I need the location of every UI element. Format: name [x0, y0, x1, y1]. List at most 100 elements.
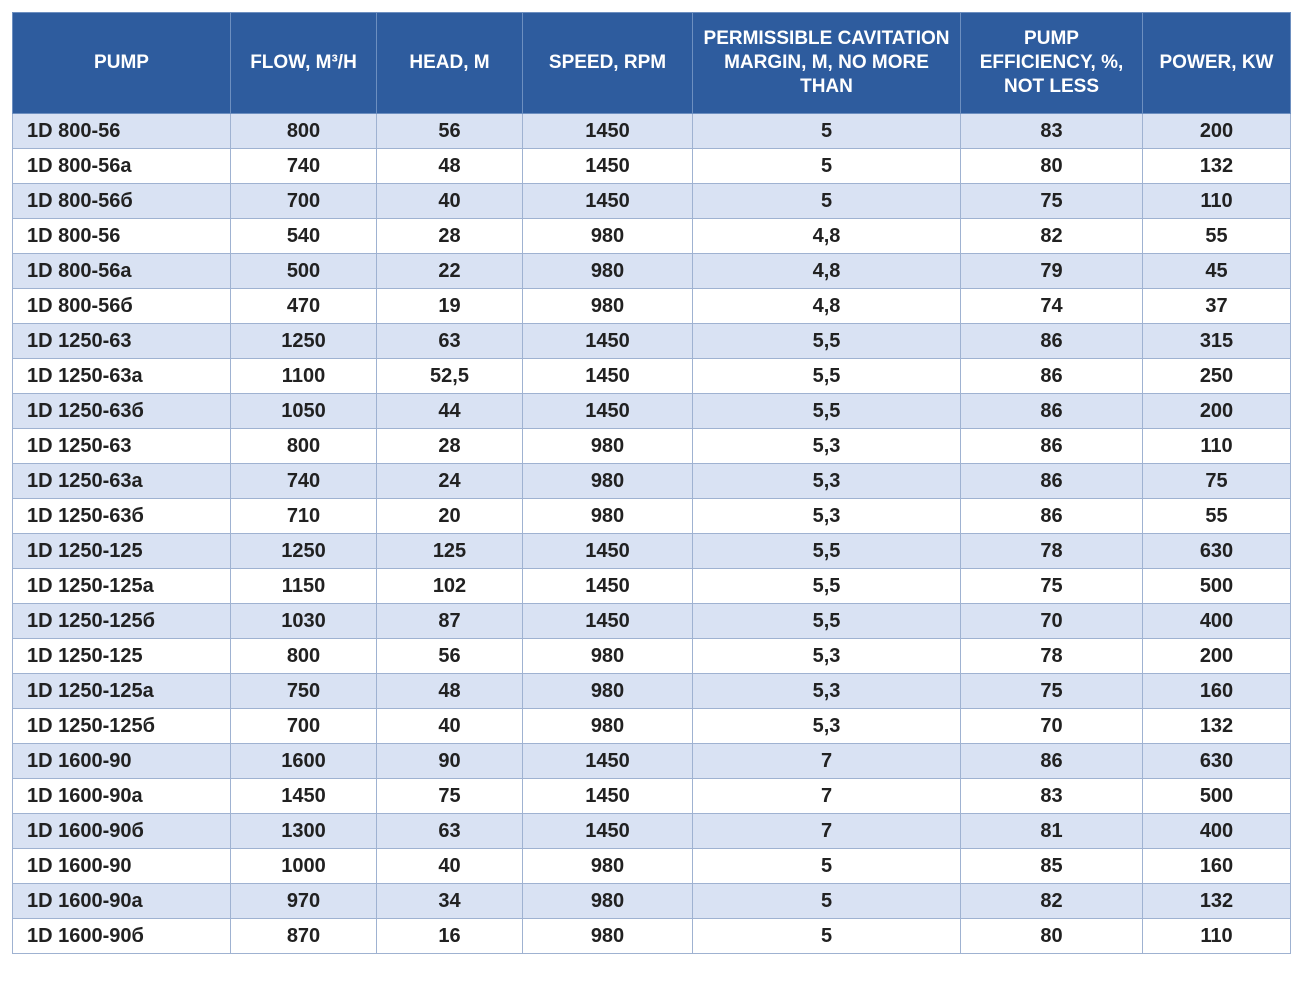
table-cell-head: 56	[376, 113, 523, 149]
table-row: 1D 800-56б 700 40 1450 5 75 110	[12, 183, 1291, 219]
table-cell-efficiency: 85	[960, 848, 1143, 884]
table-cell-flow: 1250	[230, 323, 377, 359]
table-cell-cavitation: 5,5	[692, 603, 961, 639]
header-row: PUMP FLOW, M³/H HEAD, M SPEED, RPM PERMISSIB…	[12, 12, 1291, 114]
pump-name-cell: 1D 800-56	[12, 113, 231, 149]
table-cell-flow: 870	[230, 918, 377, 954]
table-row: 1D 1250-125a 1150 102 1450 5,5 75 500	[12, 568, 1291, 604]
pump-name-cell: 1D 1600-90a	[12, 778, 231, 814]
table-cell-power: 132	[1142, 883, 1291, 919]
table-cell-flow: 540	[230, 218, 377, 254]
table-cell-flow: 750	[230, 673, 377, 709]
pump-name-cell: 1D 1250-63	[12, 323, 231, 359]
table-cell-cavitation: 4,8	[692, 218, 961, 254]
table-cell-power: 45	[1142, 253, 1291, 289]
table-cell-flow: 740	[230, 148, 377, 184]
table-cell-head: 75	[376, 778, 523, 814]
table-row: 1D 1250-125б 1030 87 1450 5,5 70 400	[12, 603, 1291, 639]
table-cell-cavitation: 5,3	[692, 428, 961, 464]
table-cell-power: 315	[1142, 323, 1291, 359]
table-cell-head: 28	[376, 428, 523, 464]
table-row: 1D 1600-90 1000 40 980 5 85 160	[12, 848, 1291, 884]
table-cell-speed: 1450	[522, 813, 693, 849]
pump-name-cell: 1D 1250-63a	[12, 358, 231, 394]
pump-name-cell: 1D 800-56a	[12, 148, 231, 184]
table-cell-cavitation: 5,5	[692, 358, 961, 394]
table-cell-cavitation: 5,3	[692, 463, 961, 499]
table-cell-cavitation: 5	[692, 918, 961, 954]
column-header-speed: SPEED, RPM	[522, 12, 693, 114]
pump-name-cell: 1D 1250-125б	[12, 603, 231, 639]
table-cell-flow: 970	[230, 883, 377, 919]
column-header-pump: PUMP	[12, 12, 231, 114]
table-cell-efficiency: 86	[960, 358, 1143, 394]
table-cell-power: 160	[1142, 848, 1291, 884]
table-cell-power: 160	[1142, 673, 1291, 709]
pump-name-cell: 1D 800-56a	[12, 253, 231, 289]
column-header-flow: FLOW, M³/H	[230, 12, 377, 114]
pump-name-cell: 1D 1600-90a	[12, 883, 231, 919]
table-row: 1D 800-56a 740 48 1450 5 80 132	[12, 148, 1291, 184]
table-cell-efficiency: 81	[960, 813, 1143, 849]
table-cell-head: 63	[376, 813, 523, 849]
table-cell-efficiency: 70	[960, 708, 1143, 744]
table-cell-speed: 980	[522, 218, 693, 254]
table-cell-head: 16	[376, 918, 523, 954]
table-cell-head: 102	[376, 568, 523, 604]
pump-spec-table: PUMP FLOW, M³/H HEAD, M SPEED, RPM PERMISSIB…	[12, 12, 1291, 954]
table-header: PUMP FLOW, M³/H HEAD, M SPEED, RPM PERMISSIB…	[12, 12, 1291, 114]
table-row: 1D 1600-90б 870 16 980 5 80 110	[12, 918, 1291, 954]
table-cell-flow: 710	[230, 498, 377, 534]
table-cell-cavitation: 4,8	[692, 288, 961, 324]
table-cell-cavitation: 7	[692, 778, 961, 814]
pump-name-cell: 1D 1600-90б	[12, 918, 231, 954]
table-cell-efficiency: 70	[960, 603, 1143, 639]
table-cell-head: 87	[376, 603, 523, 639]
table-cell-speed: 980	[522, 463, 693, 499]
table-cell-power: 630	[1142, 533, 1291, 569]
table-cell-cavitation: 5	[692, 113, 961, 149]
pump-name-cell: 1D 800-56	[12, 218, 231, 254]
table-cell-cavitation: 5,5	[692, 568, 961, 604]
table-cell-power: 400	[1142, 603, 1291, 639]
table-cell-flow: 1250	[230, 533, 377, 569]
table-cell-power: 400	[1142, 813, 1291, 849]
table-row: 1D 1600-90a 970 34 980 5 82 132	[12, 883, 1291, 919]
table-cell-efficiency: 78	[960, 533, 1143, 569]
table-cell-speed: 980	[522, 428, 693, 464]
table-cell-power: 200	[1142, 113, 1291, 149]
pump-name-cell: 1D 1600-90	[12, 743, 231, 779]
table-cell-speed: 980	[522, 918, 693, 954]
pump-name-cell: 1D 1250-63б	[12, 498, 231, 534]
table-cell-flow: 1100	[230, 358, 377, 394]
table-cell-speed: 1450	[522, 358, 693, 394]
table-cell-cavitation: 5,5	[692, 533, 961, 569]
table-cell-cavitation: 7	[692, 813, 961, 849]
table-cell-speed: 980	[522, 848, 693, 884]
table-cell-speed: 1450	[522, 323, 693, 359]
table-cell-cavitation: 5,5	[692, 393, 961, 429]
table-cell-head: 22	[376, 253, 523, 289]
table-row: 1D 1250-63 800 28 980 5,3 86 110	[12, 428, 1291, 464]
table-cell-cavitation: 5,3	[692, 498, 961, 534]
table-cell-power: 200	[1142, 393, 1291, 429]
table-cell-speed: 980	[522, 673, 693, 709]
table-cell-flow: 1150	[230, 568, 377, 604]
table-cell-power: 75	[1142, 463, 1291, 499]
table-cell-speed: 980	[522, 288, 693, 324]
pump-name-cell: 1D 800-56б	[12, 288, 231, 324]
table-cell-flow: 700	[230, 708, 377, 744]
table-cell-cavitation: 5	[692, 848, 961, 884]
table-cell-efficiency: 86	[960, 463, 1143, 499]
table-cell-cavitation: 5	[692, 148, 961, 184]
table-cell-head: 20	[376, 498, 523, 534]
table-row: 1D 1250-125б 700 40 980 5,3 70 132	[12, 708, 1291, 744]
table-cell-speed: 1450	[522, 393, 693, 429]
table-cell-efficiency: 83	[960, 778, 1143, 814]
table-cell-flow: 740	[230, 463, 377, 499]
table-cell-efficiency: 75	[960, 673, 1143, 709]
table-cell-cavitation: 5,3	[692, 638, 961, 674]
table-row: 1D 1250-125a 750 48 980 5,3 75 160	[12, 673, 1291, 709]
table-cell-efficiency: 86	[960, 428, 1143, 464]
